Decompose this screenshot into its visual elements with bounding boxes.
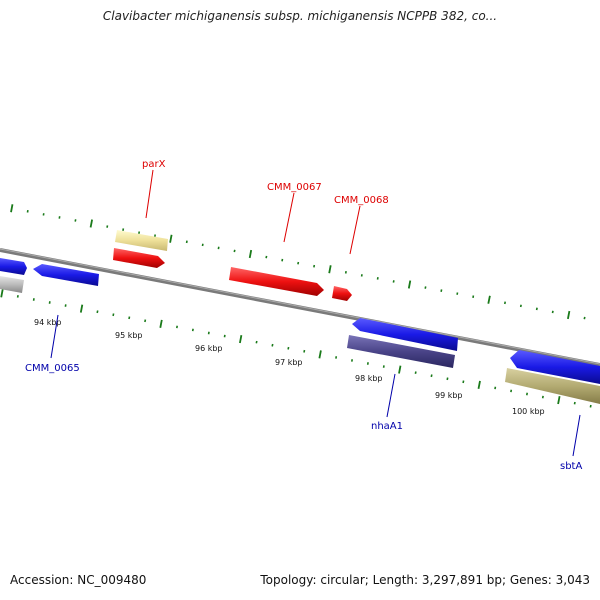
major-tick (318, 350, 322, 359)
minor-tick (128, 316, 131, 320)
minor-tick (255, 340, 258, 344)
major-tick (328, 265, 332, 274)
gene-CMM_0065[interactable] (33, 264, 99, 286)
major-tick (398, 365, 402, 374)
label-leaders (50, 169, 581, 457)
ruler-tick-label: 94 kbp (34, 318, 62, 327)
major-tick (10, 204, 14, 213)
minor-tick (376, 277, 379, 280)
minor-tick (106, 225, 109, 228)
major-tick (567, 310, 571, 320)
lower-tick-row (0, 289, 592, 408)
minor-tick (112, 313, 115, 317)
minor-tick (138, 231, 141, 234)
major-tick (248, 249, 253, 259)
gene-labels: parX CMM_0067 CMM_0068 CMM_0065 nhaA1 sb… (25, 159, 582, 472)
map-title: Clavibacter michiganensis subsp. michiga… (102, 9, 498, 23)
major-tick (79, 304, 84, 313)
minor-tick (414, 371, 417, 374)
gene-label-parX[interactable]: parX (142, 159, 166, 170)
major-tick (0, 289, 4, 298)
leader-parX (145, 169, 154, 219)
minor-tick (281, 258, 284, 262)
gene-sbtA[interactable] (505, 368, 600, 404)
ruler-tick-label: 95 kbp (115, 331, 143, 340)
leader-sbtA (572, 414, 581, 457)
gene-parX[interactable] (115, 230, 168, 251)
minor-tick (122, 228, 125, 231)
minor-tick (16, 295, 19, 298)
minor-tick (535, 307, 538, 311)
gene-label-CMM_0065[interactable]: CMM_0065 (25, 363, 80, 374)
major-tick (407, 280, 412, 289)
major-tick (159, 319, 163, 328)
major-tick (239, 335, 243, 344)
minor-tick (392, 280, 395, 283)
major-tick (487, 295, 491, 304)
accession-text: Accession: NC_009480 (10, 573, 147, 587)
genome-backbone-highlight (0, 248, 600, 365)
minor-tick (287, 346, 290, 350)
major-tick (169, 234, 173, 243)
minor-tick (96, 310, 99, 314)
gene-forward-right[interactable] (510, 350, 600, 384)
upper-tick-row (10, 204, 586, 320)
minor-tick (424, 286, 427, 289)
genome-backbone (0, 248, 600, 367)
minor-tick (303, 349, 306, 353)
major-tick (89, 219, 93, 228)
ruler-tick-label: 99 kbp (435, 391, 463, 400)
gene-label-CMM_0067[interactable]: CMM_0067 (267, 182, 322, 193)
minor-tick (297, 261, 300, 265)
minor-tick (462, 380, 465, 384)
minor-tick (446, 377, 449, 381)
gene-CMM_0067[interactable] (229, 267, 324, 296)
ruler-tick-label: 100 kbp (512, 407, 545, 416)
gene-nhaA1-forward[interactable] (352, 318, 458, 351)
gene-label-nhaA1[interactable]: nhaA1 (371, 421, 403, 432)
ruler-labels: 94 kbp 95 kbp 96 kbp 97 kbp 98 kbp 99 kb… (34, 318, 545, 416)
ruler-tick-label: 96 kbp (195, 344, 223, 353)
minor-tick (271, 343, 274, 347)
leader-CMM_0065 (50, 314, 59, 359)
minor-tick (583, 316, 586, 320)
gene-blue-left[interactable] (0, 258, 27, 275)
major-tick (477, 380, 481, 389)
minor-tick (74, 219, 77, 222)
minor-tick (440, 289, 443, 292)
minor-tick (233, 249, 236, 253)
leader-CMM_0067 (283, 192, 295, 243)
minor-tick (265, 255, 268, 259)
minor-tick (144, 319, 147, 323)
gene-nhaA1[interactable] (347, 335, 455, 368)
gene-red-parX[interactable] (113, 248, 165, 268)
minor-tick (589, 404, 592, 408)
major-tick (557, 396, 561, 405)
ruler-tick-label: 97 kbp (275, 358, 303, 367)
leader-CMM_0068 (349, 205, 361, 255)
ruler-tick-label: 98 kbp (355, 374, 383, 383)
topology-summary: Topology: circular; Length: 3,297,891 bp… (260, 573, 590, 587)
minor-tick (430, 374, 433, 378)
gene-gray-left[interactable] (0, 276, 24, 293)
gene-CMM_0068[interactable] (332, 286, 352, 301)
gene-label-CMM_0068[interactable]: CMM_0068 (334, 195, 389, 206)
leader-nhaA1 (386, 373, 396, 418)
gene-features (0, 230, 600, 404)
gene-label-sbtA[interactable]: sbtA (560, 461, 582, 472)
minor-tick (573, 401, 576, 405)
minor-tick (551, 310, 554, 314)
